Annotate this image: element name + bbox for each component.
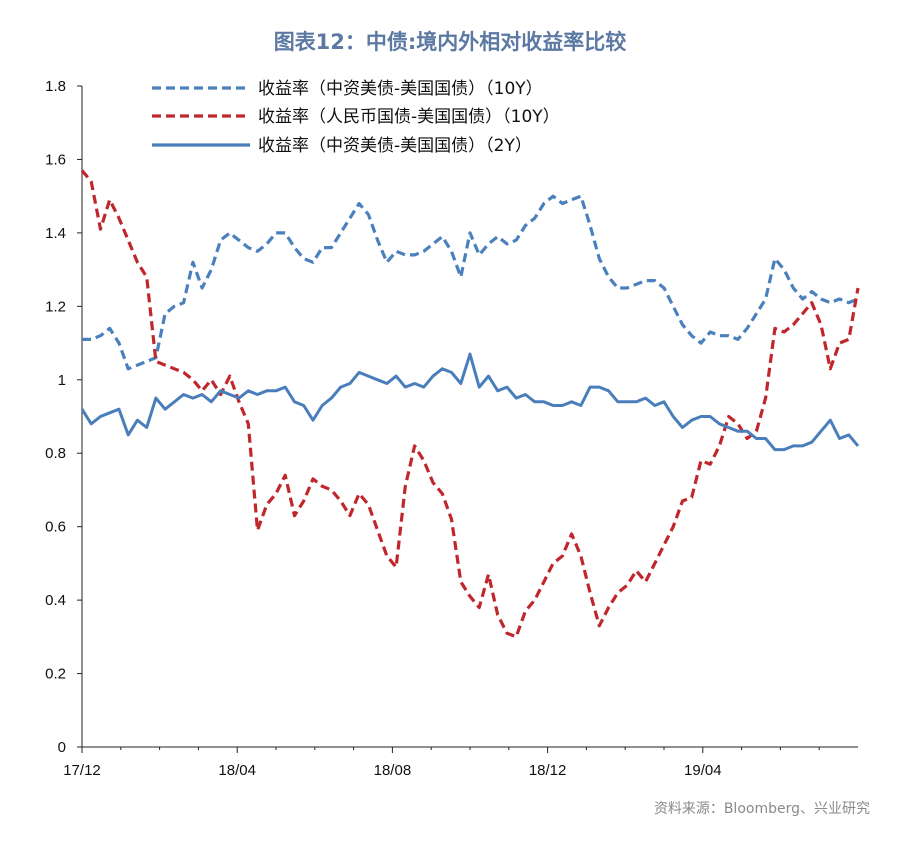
legend-label-1: 收益率（中资美债-美国国债）（10Y）	[258, 79, 543, 99]
y-tick-label: 1.2	[45, 298, 66, 315]
chart-source-note: 资料来源：Bloomberg、兴业研究	[653, 801, 870, 817]
legend-label-3: 收益率（中资美债-美国国债）（2Y）	[258, 136, 532, 156]
chart-title: 图表12：中债:境内外相对收益率比较	[273, 30, 627, 54]
y-tick-label: 0.6	[45, 519, 66, 536]
y-tick-label: 1.4	[45, 225, 66, 242]
y-tick-label: 0.2	[45, 666, 66, 683]
y-tick-label: 1.8	[45, 78, 66, 95]
x-tick-label: 18/04	[218, 762, 256, 779]
y-tick-label: 1.6	[45, 151, 66, 168]
x-tick-label: 18/08	[374, 762, 412, 779]
x-tick-label: 17/12	[63, 762, 101, 779]
y-tick-label: 0	[58, 739, 66, 756]
series-line-3	[80, 352, 860, 452]
chart-legend: 收益率（中资美债-美国国债）（10Y） 收益率（人民币国债-美国国债）（10Y） 收…	[152, 79, 560, 156]
y-tick-label: 0.4	[45, 592, 66, 609]
chart-axes: 0 0.2 0.4 0.6 0.8 1 1.2 1.4 1.6 1.8 17/12 18/04 18/0…	[45, 78, 858, 779]
series-line-1	[82, 194, 859, 371]
series-line-2	[80, 169, 860, 639]
chart-series	[80, 169, 860, 639]
x-tick-label: 19/04	[684, 762, 722, 779]
y-tick-label: 1	[58, 372, 66, 389]
legend-label-2: 收益率（人民币国债-美国国债）（10Y）	[258, 107, 560, 127]
x-tick-label: 18/12	[529, 762, 567, 779]
y-tick-label: 0.8	[45, 445, 66, 462]
